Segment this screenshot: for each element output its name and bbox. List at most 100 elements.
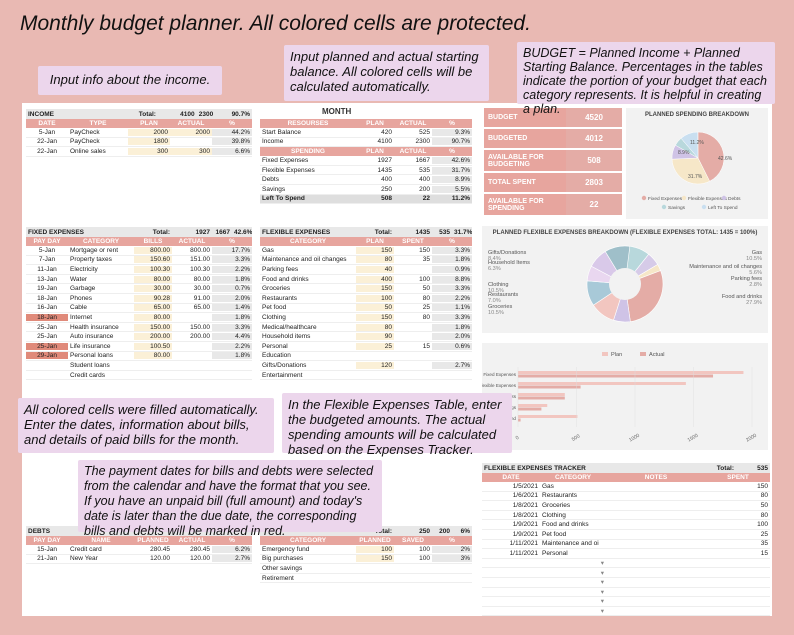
donut-hole [609,268,641,300]
table-cell: 25-Jan [37,333,57,341]
total-label: Total: [138,110,156,118]
table-cell: 1/5/2021 [512,482,538,490]
column-header: PLANNED [359,537,391,544]
table-cell: 100 [757,521,768,529]
table-cell: 120.00 [150,555,170,563]
table-cell: 31.7% [432,166,472,174]
total-label: Total: [152,228,170,236]
data-label: 31.7% [688,174,703,180]
legend-swatch [701,204,707,210]
dropdown-arrow-icon[interactable]: ▾ [600,579,604,587]
table-row: Medical/healthcare 80 1.8% [260,323,472,333]
table-cell: Fixed Expenses [262,156,309,164]
table-cell: 5-Jan [38,246,56,254]
total-actual: 1667 [215,228,230,236]
column-header: % [449,238,455,245]
dropdown-arrow-icon[interactable]: ▾ [600,569,604,577]
table-cell: 21-Jan [37,555,57,563]
table-cell: Household items [262,333,311,341]
table-row: Credit cards [26,371,252,381]
table-cell: 151.00 [190,256,210,264]
dropdown-arrow-icon[interactable]: ▾ [600,608,604,616]
actual-bar [518,374,714,378]
table-cell: 17.7% [212,246,252,254]
table-row: Debts 400 400 8.9% [260,175,472,185]
dropdown-arrow-icon[interactable]: ▾ [600,560,604,568]
table-cell: 8.8% [432,275,472,283]
column-header: DATE [502,474,520,481]
table-row: Maintenance and oil changes 80 35 1.8% [260,256,472,266]
table-cell: 80.00 [134,313,172,321]
table-name: DEBTS [28,527,51,535]
planned-spending-chart: PLANNED SPENDING BREAKDOWN 42.6% 31.7% 8.9… [626,108,768,219]
table-cell: 80 [760,492,768,500]
table-cell: 40 [356,265,394,273]
table-header: FLEXIBLE EXPENSES Total: 1435 535 31.7% [260,227,472,237]
table-cell: 150 [757,482,768,490]
table-row: 29-Jan Personal loans 80.00 1.8% [26,352,252,362]
legend-label: Actual [649,352,665,358]
table-cell: Clothing [262,313,286,321]
dropdown-arrow-icon[interactable]: ▾ [600,598,604,606]
table-cell: Retirement [262,574,294,582]
table-cell: 25-Jan [26,342,68,350]
table-row: Food and drinks 400 100 8.8% [260,275,472,285]
table-cell: 100 [356,294,394,302]
slice-label: Groceries [488,304,512,310]
column-header: PAY DAY [33,537,61,544]
data-label: 42.6% [718,156,733,162]
table-cell: Left To Spend [262,195,305,203]
table-cell: 80 [422,313,430,321]
table-row: 25-Jan Health insurance 150.00 150.00 3.3% [26,323,252,333]
table-row: Gas 150 150 3.3% [260,246,472,256]
column-header: PLAN [366,238,384,245]
table-row: Fixed Expenses 1927 1667 42.6% [260,156,472,166]
legend-label: Flexible Expenses [688,196,728,202]
table-cell: 39.8% [212,138,252,146]
table-row: 25-Jan Auto insurance 200.00 200.00 4.4% [26,332,252,342]
table-row: Pet food 50 25 1.1% [260,304,472,314]
table-row: 25-Jan Life insurance 100.50 2.2% [26,342,252,352]
table-cell: 80 [356,323,394,331]
summary-label: BUDGETED [484,129,566,148]
table-cell: 3.3% [432,246,472,254]
table-cell: 120.00 [190,555,210,563]
table-row: 18-Jan Phones 90.28 91.00 2.0% [26,294,252,304]
column-header: NAME [91,537,111,544]
table-row: 22-Jan PayCheck 1800 39.8% [26,138,252,148]
table-row: 21-Jan New Year 120.00 120.00 2.7% [26,555,252,565]
summary-label: BUDGET [484,108,566,127]
plan-bar [518,382,686,385]
plan-bar [518,393,565,396]
legend-label: Fixed Expenses [648,196,683,202]
table-cell: 25 [422,304,430,312]
table-header: INCOME Total: 4100 2300 90.7% [26,109,252,119]
table-cell: 280.45 [190,545,210,553]
table-cell: 3.3% [432,285,472,293]
chart-title: PLANNED FLEXIBLE EXPENSES BREAKDOWN (FLE… [492,230,758,236]
table-cell: 44.2% [212,128,252,136]
table-cell: 1.1% [432,304,472,312]
table-cell: 30.00 [134,285,172,293]
dropdown-arrow-icon[interactable]: ▾ [600,588,604,596]
table-cell: 1/8/2021 [512,511,538,519]
chart-title: PLANNED SPENDING BREAKDOWN [644,112,749,118]
summary-value: 4012 [566,129,622,148]
total-pct: 42.6% [234,228,252,236]
table-cell: 100 [419,545,430,553]
savings-table: Total: 250 200 6% CATEGORY PLANNED SAVED% Emerg… [260,526,472,584]
plan-bar [518,404,548,407]
table-cell: 280.45 [150,545,170,553]
note-flexible: In the Flexible Expenses Table, enter th… [282,393,512,457]
actual-bar [518,407,542,411]
table-row: 1/11/2021 Maintenance and oi 35 [482,540,770,550]
column-header: % [449,120,455,127]
table-row: 1/9/2021 Food and drinks 100 [482,520,770,530]
summary-row: AVAILABLE FOR SPENDING 22 [484,194,622,215]
table-name: FLEXIBLE EXPENSES [262,228,331,236]
table-cell: Credit cards [70,371,106,379]
total-pct: 6% [460,527,470,535]
column-header-row: PAY DAY NAME PLANNED ACTUAL% [26,536,252,545]
total-plan: 250 [419,527,430,535]
table-cell: 200 [419,185,430,193]
